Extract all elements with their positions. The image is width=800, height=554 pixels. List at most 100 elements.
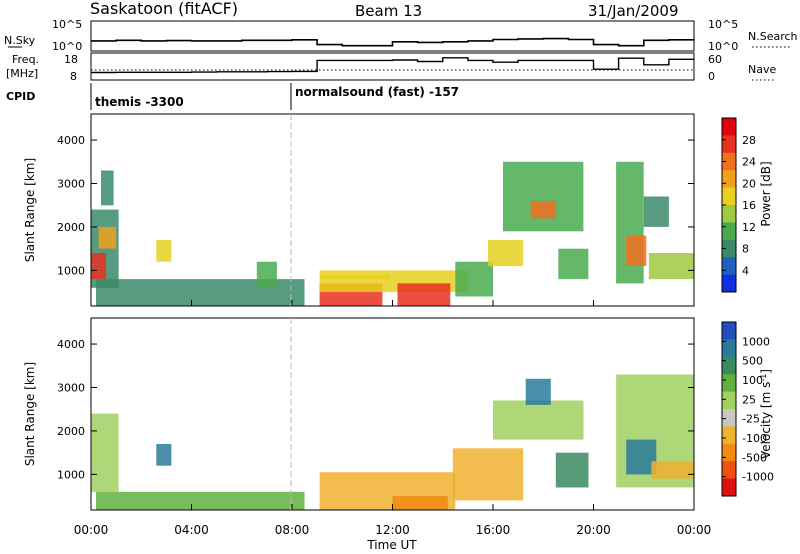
colorbar-tick-label-5: -100 [742, 432, 767, 445]
scatter-region-8 [555, 452, 589, 488]
colorbar-swatch-1 [722, 135, 736, 154]
y-tick-label-3: 4000 [57, 134, 85, 147]
time-tick-label-4: 16:00 [476, 523, 511, 537]
nsky-label: N.Sky [4, 34, 36, 47]
y-tick-label-0: 1000 [57, 264, 85, 277]
velocity-colorbar-label: Velocity [m s-1] [759, 369, 773, 459]
scatter-region-6 [256, 261, 277, 288]
cpid-mode-normalsound: normalsound (fast) -157 [295, 85, 459, 99]
colorbar-tick-label-2: 20 [742, 177, 756, 190]
colorbar-tick-label-2: 100 [742, 374, 763, 387]
colorbar-swatch-8 [722, 461, 736, 480]
scatter-region-5 [156, 240, 172, 262]
power-panel: 1000 2000 3000 4000 Slant Range [km] 28 24 20… [23, 113, 773, 307]
colorbar-frame [721, 321, 737, 497]
colorbar-swatch-0 [722, 322, 736, 340]
scatter-region-17 [626, 235, 647, 266]
nsearch-label: N.Search [748, 30, 798, 43]
cpid-panel: CPID themis -3300 normalsound (fast) -15… [6, 83, 459, 110]
colorbar-swatch-8 [722, 257, 736, 276]
scatter-region-2 [156, 444, 172, 466]
scatter-region-13 [503, 161, 584, 232]
colorbar-swatch-3 [722, 170, 736, 189]
nsky-tick-top-right: 10^5 [708, 18, 738, 31]
colorbar-tick-label-6: -500 [742, 451, 767, 464]
freq-tick-bottom: 8 [70, 70, 77, 83]
nave-tick-top: 60 [708, 53, 722, 66]
scatter-region-15 [558, 248, 589, 280]
nsky-series [91, 37, 695, 47]
y-tick-label-3: 4000 [57, 338, 85, 351]
scatter-region-10 [626, 439, 657, 475]
nsky-tick-top: 10^5 [52, 18, 82, 31]
nsky-frame [90, 20, 695, 52]
colorbar-swatch-4 [722, 187, 736, 206]
power-y-label: Slant Range [km] [23, 158, 37, 262]
nsky-tick-bottom-right: 10^0 [708, 40, 738, 53]
scatter-region-14 [530, 200, 556, 219]
velocity-data-layer [91, 374, 694, 510]
scatter-region-3 [101, 170, 114, 206]
scatter-region-7 [525, 378, 551, 405]
colorbar-swatch-4 [722, 391, 736, 410]
freq-label: Freq. [12, 53, 39, 66]
velocity-colorbar-label-text: Velocity [m s [759, 382, 773, 459]
power-y-axis: 1000 2000 3000 4000 [57, 134, 694, 277]
y-tick-label-2: 3000 [57, 382, 85, 395]
beam-title: Beam 13 [355, 2, 422, 20]
nave-label: Nave [748, 63, 776, 76]
nsky-panel: N.Sky 10^5 10^0 10^5 10^0 N.Search [4, 18, 798, 53]
colorbar-swatch-9 [722, 478, 736, 497]
time-tick-label-6: 00:00 [677, 523, 712, 537]
colorbar-swatch-9 [722, 274, 736, 293]
scatter-region-18 [648, 253, 694, 280]
time-tick-label-2: 08:00 [275, 523, 310, 537]
time-tick-label-0: 00:00 [74, 523, 109, 537]
date-title: 31/Jan/2009 [588, 2, 679, 20]
velocity-y-axis: 1000 2000 3000 4000 [57, 338, 694, 481]
scatter-region-1 [91, 253, 107, 280]
freq-unit-label: [MHz] [6, 67, 38, 80]
colorbar-swatch-2 [722, 356, 736, 375]
colorbar-swatch-7 [722, 443, 736, 462]
colorbar-swatch-6 [722, 426, 736, 445]
time-tick-label-3: 12:00 [375, 523, 410, 537]
colorbar-swatch-5 [722, 409, 736, 427]
power-colorbar-label: Power [dB] [759, 161, 773, 226]
velocity-colorbar-label-end: ] [759, 369, 773, 374]
colorbar-tick-label-5: 8 [742, 243, 749, 256]
power-colorbar: 28 24 20 16 12 8 4 [721, 117, 756, 293]
time-axis-label: Time UT [366, 538, 417, 552]
colorbar-tick-label-0: 28 [742, 134, 756, 147]
colorbar-tick-label-3: 25 [742, 393, 756, 406]
y-tick-label-2: 3000 [57, 178, 85, 191]
time-tick-label-1: 04:00 [174, 523, 209, 537]
scatter-region-11 [651, 461, 694, 479]
colorbar-tick-label-3: 16 [742, 199, 756, 212]
velocity-colorbar-label-sup: -1 [759, 374, 768, 382]
colorbar-swatch-3 [722, 374, 736, 393]
colorbar-swatch-5 [722, 205, 736, 223]
freq-series [91, 57, 694, 74]
velocity-y-label: Slant Range [km] [23, 362, 37, 466]
scatter-region-6 [493, 400, 584, 440]
time-axis: 00:00 04:00 08:00 12:00 16:00 20:00 00:00 [74, 300, 712, 537]
freq-tick-top: 18 [64, 53, 78, 66]
colorbar-swatch-1 [722, 339, 736, 358]
scatter-region-2 [98, 226, 117, 249]
scatter-region-11 [455, 261, 493, 297]
time-tick-label-5: 20:00 [576, 523, 611, 537]
colorbar-tick-label-0: 1000 [742, 335, 770, 348]
scatter-region-19 [643, 196, 669, 227]
nsky-tick-bottom: 10^0 [52, 40, 82, 53]
scatter-region-4 [392, 496, 448, 510]
colorbar-swatch-6 [722, 222, 736, 241]
scatter-region-5 [452, 448, 524, 501]
cpid-label: CPID [6, 90, 35, 103]
velocity-panel: 1000 2000 3000 4000 Slant Range [km] 1000 50… [23, 317, 774, 511]
station-title: Saskatoon (fitACF) [90, 0, 238, 18]
colorbar-tick-label-6: 4 [742, 264, 749, 277]
colorbar-tick-label-4: 12 [742, 221, 756, 234]
scatter-region-0 [91, 413, 119, 492]
